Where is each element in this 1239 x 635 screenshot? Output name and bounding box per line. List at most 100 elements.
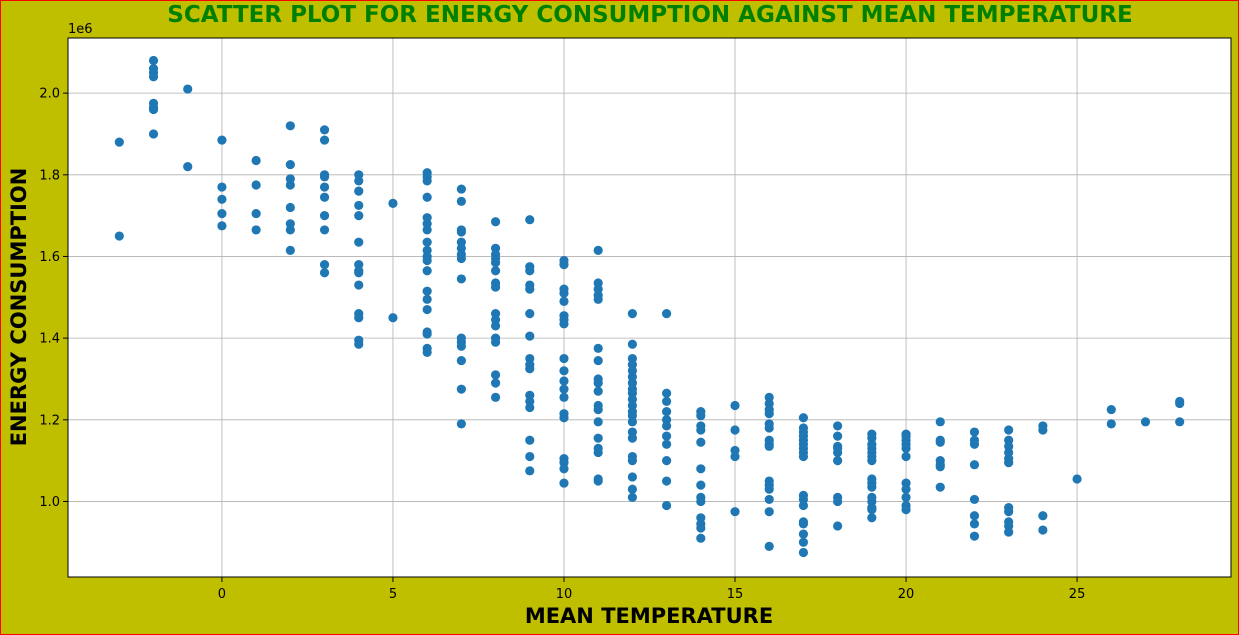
scatter-point [490,370,501,380]
scatter-point [969,494,980,505]
scatter-point [764,423,774,433]
scatter-point [456,341,466,351]
scatter-point [696,464,706,474]
scatter-point [935,482,945,492]
scatter-point [490,392,501,402]
scatter-point [217,208,227,219]
scatter-point [662,421,672,431]
scatter-point [764,484,774,494]
scatter-point [354,186,364,196]
scatter-point [422,286,432,296]
scatter-point [593,378,603,388]
scatter-point [525,451,535,462]
scatter-point [525,364,535,374]
scatter-point [1072,474,1082,484]
scatter-point [319,260,330,270]
scatter-point [662,309,672,319]
x-tick-label: 0 [218,587,226,602]
scatter-point [867,505,877,515]
scatter-points [114,55,1185,558]
scatter-point [559,296,569,306]
scatter-point [833,431,843,441]
scatter-point [1004,458,1014,468]
scatter-point [285,245,295,255]
scatter-point [217,194,227,204]
scatter-point [1004,527,1014,537]
scatter-point [662,476,672,486]
scatter-point [662,396,672,407]
scatter-point [354,268,364,278]
scatter-point [422,176,432,186]
scatter-point [1038,525,1048,535]
scatter-point [388,313,398,323]
scatter-point [969,531,980,541]
scatter-point [867,513,877,523]
scatter-point [525,266,535,276]
scatter-point [559,413,569,423]
scatter-point [354,339,364,349]
scatter-point [627,472,637,482]
scatter-point [148,129,159,139]
scatter-point [901,505,911,515]
scatter-point [559,392,569,402]
scatter-point [764,507,774,517]
scatter-point [696,411,706,421]
scatter-point [1038,425,1048,435]
plot-area [68,38,1231,577]
scatter-point [456,196,466,206]
scatter-point [696,523,706,533]
scatter-point [456,253,466,264]
scatter-point [251,180,261,190]
scatter-point [1106,404,1116,415]
y-tick-label: 1.4 [39,332,60,347]
scatter-point [251,155,261,166]
scatter-point [388,198,398,208]
scatter-point [901,443,911,453]
scatter-point [422,304,432,315]
scatter-point [833,421,843,431]
scatter-point [730,425,740,435]
scatter-point [833,456,843,466]
scatter-point [1004,425,1014,435]
scatter-point [867,456,877,466]
scatter-point [798,537,809,547]
x-axis-label: MEAN TEMPERATURE [525,604,773,628]
scatter-point [525,466,535,476]
scatter-point [593,355,603,366]
scatter-point [1106,419,1116,429]
x-tick-label: 25 [1069,587,1086,602]
scatter-point [525,284,535,294]
scatter-point [319,182,330,192]
scatter-point [285,225,295,235]
scatter-point [148,55,159,66]
x-tick-label: 15 [727,587,744,602]
scatter-point [559,319,569,329]
scatter-point [627,492,637,502]
scatter-point [319,135,330,145]
scatter-point [148,104,159,115]
scatter-point [354,211,364,221]
scatter-point [354,280,364,290]
scatter-point [319,192,330,202]
scatter-point [696,496,706,507]
scatter-point [319,268,330,278]
scatter-point [559,260,569,270]
scatter-point [764,409,774,419]
scatter-point [251,225,261,235]
chart-title: SCATTER PLOT FOR ENERGY CONSUMPTION AGAI… [167,2,1132,28]
grid-lines [68,38,1231,577]
scatter-point [559,464,569,474]
scatter-point [490,378,501,388]
scatter-point [662,439,672,449]
scatter-point [901,492,911,502]
scatter-point [593,245,603,255]
scatter-point [559,384,569,394]
scatter-point [662,407,672,417]
scatter-point [901,451,911,462]
scatter-point [798,451,809,462]
scatter-point [593,404,603,415]
scatter-point [593,294,603,304]
y-tick-label: 1.8 [39,168,60,183]
scatter-point [798,519,809,529]
